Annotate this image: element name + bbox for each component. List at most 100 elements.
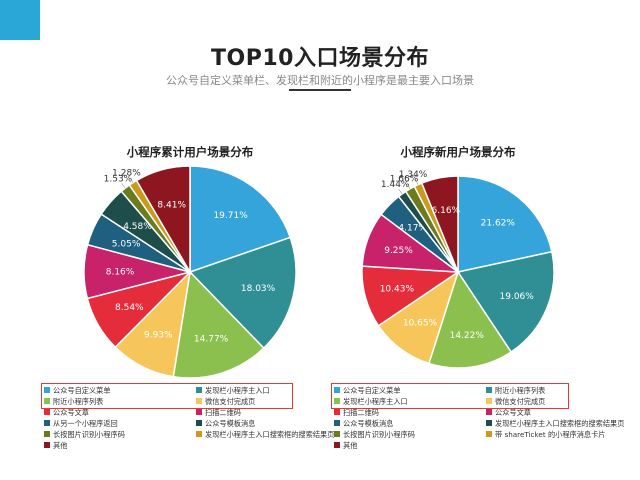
legend-swatch <box>486 420 492 426</box>
legend-swatch <box>196 420 202 426</box>
legend-label: 其他 <box>53 441 68 450</box>
pie-1-slice-0 <box>457 175 553 273</box>
pie-1-label-7: 1.44% <box>381 180 410 190</box>
legend-label: 其他 <box>343 441 358 450</box>
pie-1-slice-10 <box>420 175 459 273</box>
legend-label: 公众号文章 <box>495 408 531 417</box>
legend-item: 微信支付完成页 <box>196 396 255 407</box>
pie-cumulative: 19.71% 18.03% 14.77% 9.93% 8.54% 8.16% 5.05% 4.… <box>83 165 297 379</box>
pie-1-slice-2 <box>427 270 513 369</box>
pie-1-leader-8 <box>406 183 411 190</box>
legend-item: 公众号模板消息 <box>334 418 393 429</box>
legend-swatch <box>486 398 492 404</box>
legend-swatch <box>44 409 50 415</box>
legend-item: 长按图片识别小程序码 <box>334 429 415 440</box>
legend-label: 带 shareTicket 的小程序消息卡片 <box>495 430 606 439</box>
legend-item: 公众号模板消息 <box>196 418 255 429</box>
legend-item: 公众号文章 <box>44 407 89 418</box>
pie-1-leader-7 <box>398 188 403 195</box>
legend-item: 公众号自定义菜单 <box>334 385 401 396</box>
legend-item: 公众号文章 <box>486 407 531 418</box>
legend-label: 公众号模板消息 <box>343 419 394 428</box>
pie-1-label-5: 9.25% <box>384 246 413 256</box>
legend-swatch <box>44 420 50 426</box>
legend-item: 其他 <box>334 440 357 451</box>
legend-label: 长按图片识别小程序码 <box>53 430 125 439</box>
legend-item: 其他 <box>44 440 67 451</box>
pie-new-users: 21.62% 19.06% 14.22% 10.65% 10.43% 9.25% 4.17%… <box>361 170 555 369</box>
pie-0-label-5: 8.16% <box>106 268 135 278</box>
page-title: TOP10入口场景分布 <box>211 46 429 71</box>
legend-swatch <box>196 409 202 415</box>
pie-0-label-6: 5.05% <box>112 240 141 250</box>
pie-0-label-3: 9.93% <box>144 330 173 340</box>
legend-item: 附近小程序列表 <box>486 385 545 396</box>
pie-1-leader-9 <box>415 179 419 185</box>
legend-swatch <box>334 442 340 448</box>
legend-label: 扫描二维码 <box>343 408 379 417</box>
legend-label: 公众号自定义菜单 <box>343 386 401 395</box>
legend-swatch <box>44 431 50 437</box>
page-subtitle: 公众号自定义菜单栏、发现栏和附近的小程序是最主要入口场景 <box>166 74 474 87</box>
pie-1-label-0: 21.62% <box>481 219 516 229</box>
legend-swatch <box>486 409 492 415</box>
legend-swatch <box>196 398 202 404</box>
legend-swatch <box>486 387 492 393</box>
legend-item: 发现栏小程序主入口 <box>196 385 270 396</box>
legend-item: 带 shareTicket 的小程序消息卡片 <box>486 429 605 440</box>
legend-swatch <box>334 387 340 393</box>
legend-label: 长按图片识别小程序码 <box>343 430 415 439</box>
legend-item: 附近小程序列表 <box>44 396 103 407</box>
chart-title-cumulative: 小程序累计用户场景分布 <box>126 145 254 159</box>
legend-item: 从另一个小程序返回 <box>44 418 118 429</box>
pie-1-label-1: 19.06% <box>500 292 535 302</box>
pie-1-label-8: 1.66% <box>390 174 419 184</box>
pie-0-label-7: 4.58% <box>123 222 152 232</box>
legend-swatch <box>44 387 50 393</box>
pie-0-slice-1 <box>188 236 297 350</box>
legend-label: 公众号文章 <box>53 408 89 417</box>
legend-label: 公众号模板消息 <box>205 419 256 428</box>
legend-highlight-box <box>331 383 569 409</box>
chart-title-new-users: 小程序新用户场景分布 <box>400 145 516 159</box>
legend-item: 扫描二维码 <box>334 407 379 418</box>
pie-0-leader-9 <box>129 177 134 183</box>
legend-item: 微信支付完成页 <box>486 396 545 407</box>
pie-0-label-9: 1.28% <box>112 169 141 179</box>
legend-item: 发现栏小程序主入口 <box>334 396 408 407</box>
pie-1-label-6: 4.17% <box>398 224 427 234</box>
legend-label: 发现栏小程序主入口 <box>343 397 408 406</box>
legend-label: 从另一个小程序返回 <box>53 419 118 428</box>
pie-0-label-0: 19.71% <box>213 211 248 221</box>
pie-0-label-2: 14.77% <box>194 335 229 345</box>
legend-item: 扫描二维码 <box>196 407 241 418</box>
legend-swatch <box>196 431 202 437</box>
pie-1-label-10: 6.16% <box>432 206 461 216</box>
legend-highlight-box <box>41 383 293 409</box>
legend-swatch <box>486 431 492 437</box>
legend-label: 扫描二维码 <box>205 408 241 417</box>
pie-0-label-10: 8.41% <box>157 200 186 210</box>
pie-0-leader-8 <box>121 183 126 189</box>
pie-0-label-1: 18.03% <box>241 284 276 294</box>
legend-label: 公众号自定义菜单 <box>53 386 111 395</box>
title-underline <box>289 89 351 91</box>
corner-accent-block <box>0 0 40 40</box>
legend-label: 发现栏小程序主入口搜索框的搜索结果页 <box>495 419 625 428</box>
legend-item: 发现栏小程序主入口搜索框的搜索结果页 <box>486 418 624 429</box>
legend-swatch <box>44 398 50 404</box>
legend-label: 发现栏小程序主入口 <box>205 386 270 395</box>
pie-0-label-4: 8.54% <box>115 303 144 313</box>
pie-1-label-3: 10.65% <box>403 319 438 329</box>
legend-item: 发现栏小程序主入口搜索框的搜索结果页 <box>196 429 334 440</box>
pie-1-slice-1 <box>456 250 555 354</box>
legend-label: 微信支付完成页 <box>205 397 256 406</box>
pie-1-label-4: 10.43% <box>380 285 415 295</box>
pie-0-slice-2 <box>172 270 265 379</box>
legend-swatch <box>334 398 340 404</box>
pie-1-label-2: 14.22% <box>450 331 485 341</box>
pie-1-label-9: 1.34% <box>399 170 428 180</box>
legend-label: 发现栏小程序主入口搜索框的搜索结果页 <box>205 430 335 439</box>
legend-swatch <box>334 409 340 415</box>
